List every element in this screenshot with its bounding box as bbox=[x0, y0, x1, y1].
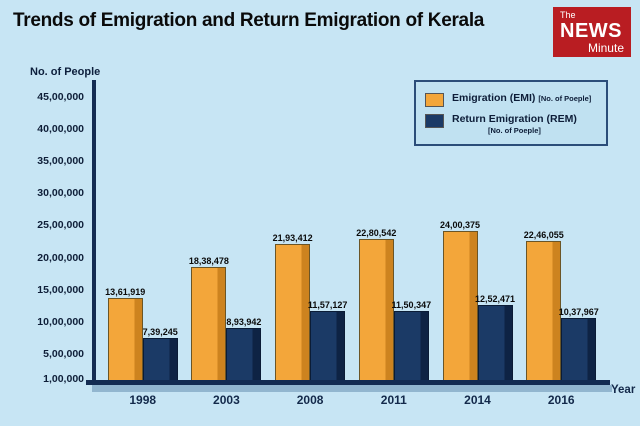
bar-value-label: 10,37,967 bbox=[558, 307, 599, 318]
emi-bar-2011: 22,80,542 bbox=[356, 228, 396, 385]
rem-bar-2011: 11,50,347 bbox=[392, 300, 431, 385]
y-axis-title: No. of People bbox=[30, 66, 101, 78]
bar-value-label: 7,39,245 bbox=[142, 326, 178, 337]
bar-value-label: 11,50,347 bbox=[391, 300, 432, 311]
legend-rem-note: [No. of Poeple] bbox=[487, 126, 541, 136]
bar-group-2003: 18,38,478 8,93,942 bbox=[189, 256, 263, 385]
y-axis-line bbox=[92, 80, 96, 385]
legend-entry-emi: Emigration (EMI) [No. of Poeple] bbox=[425, 92, 597, 107]
logo-text-news: NEWS bbox=[560, 19, 622, 42]
y-tick: 10,00,000 bbox=[37, 315, 84, 328]
y-tick: 5,00,000 bbox=[43, 347, 84, 360]
bar-value-label: 12,52,471 bbox=[474, 293, 516, 304]
emi-bar-1998: 13,61,919 bbox=[105, 287, 145, 385]
chart-legend: Emigration (EMI) [No. of Poeple] Return … bbox=[414, 80, 608, 146]
bar-value-label: 21,93,412 bbox=[272, 233, 313, 244]
bar-value-label: 8,93,942 bbox=[226, 316, 262, 327]
y-tick: 45,00,000 bbox=[37, 91, 84, 103]
emi-bar-2014: 24,00,375 bbox=[440, 220, 480, 385]
bar-group-2008: 21,93,412 11,57,127 bbox=[273, 233, 347, 385]
legend-rem-name: Return Emigration (REM) bbox=[452, 113, 577, 125]
legend-swatch-rem-icon bbox=[425, 114, 444, 128]
legend-swatch-emi-icon bbox=[425, 93, 444, 107]
x-tick-2008: 2008 bbox=[296, 393, 324, 407]
y-tick: 15,00,000 bbox=[37, 283, 84, 296]
y-tick: 25,00,000 bbox=[37, 219, 84, 232]
bar-chart: No. of People 45,00,000 40,00,000 35,00,00… bbox=[0, 62, 640, 426]
y-tick: 20,00,000 bbox=[37, 251, 84, 264]
y-tick: 40,00,000 bbox=[37, 123, 84, 136]
bar-value-label: 13,61,919 bbox=[105, 286, 146, 297]
rem-bar-1998: 7,39,245 bbox=[143, 327, 178, 385]
page-title: Trends of Emigration and Return Emigrati… bbox=[13, 10, 485, 31]
y-axis-ticks: 45,00,000 40,00,000 35,00,000 30,00,000 25,0… bbox=[0, 91, 90, 385]
x-tick-1998: 1998 bbox=[129, 393, 157, 407]
rem-bar-2008: 11,57,127 bbox=[308, 300, 347, 385]
x-axis-title: Year bbox=[611, 384, 636, 396]
y-tick: 1,00,000 bbox=[43, 373, 84, 385]
bar-group-2014: 24,00,375 12,52,471 bbox=[440, 220, 515, 385]
legend-emi-name: Emigration (EMI) bbox=[452, 92, 536, 104]
legend-label-rem: Return Emigration (REM) [No. of Poeple] bbox=[452, 113, 577, 136]
emi-bar-2016: 22,46,055 bbox=[524, 230, 564, 385]
bar-value-label: 22,80,542 bbox=[356, 227, 397, 238]
y-tick: 35,00,000 bbox=[37, 155, 84, 168]
y-tick: 30,00,000 bbox=[37, 187, 84, 200]
bar-value-label: 22,46,055 bbox=[523, 229, 564, 240]
logo-text-minute: Minute bbox=[587, 40, 624, 55]
x-tick-2011: 2011 bbox=[380, 393, 407, 407]
rem-bar-2016: 10,37,967 bbox=[559, 307, 599, 385]
bar-value-label: 18,38,478 bbox=[188, 255, 229, 266]
bar-value-label: 11,57,127 bbox=[307, 299, 348, 310]
x-tick-2014: 2014 bbox=[464, 393, 491, 407]
x-tick-2003: 2003 bbox=[213, 393, 240, 407]
axis-floor-3d bbox=[92, 385, 612, 392]
legend-emi-note: [No. of Poeple] bbox=[538, 94, 592, 103]
x-axis-line bbox=[86, 380, 610, 385]
emi-bar-2008: 21,93,412 bbox=[273, 233, 313, 385]
legend-label-emi: Emigration (EMI) [No. of Poeple] bbox=[452, 92, 591, 105]
bar-group-2011: 22,80,542 11,50,347 bbox=[356, 228, 431, 385]
bar-group-1998: 13,61,919 7,39,245 bbox=[105, 287, 180, 385]
rem-bar-2003: 8,93,942 bbox=[226, 317, 261, 385]
news-minute-logo: The NEWS Minute bbox=[553, 7, 631, 57]
x-tick-2016: 2016 bbox=[547, 393, 575, 407]
rem-bar-2014: 12,52,471 bbox=[475, 294, 515, 385]
bar-value-label: 24,00,375 bbox=[439, 219, 481, 230]
logo-text-the: The bbox=[560, 10, 576, 20]
plot: Emigration (EMI) [No. of Poeple] Return … bbox=[86, 80, 612, 392]
emi-bar-2003: 18,38,478 bbox=[189, 256, 229, 385]
bar-group-2016: 22,46,055 10,37,967 bbox=[524, 230, 599, 385]
x-axis-ticks: 1998 2003 2008 2011 2014 2016 bbox=[96, 393, 608, 407]
legend-entry-rem: Return Emigration (REM) [No. of Poeple] bbox=[425, 113, 597, 136]
plot-area: Emigration (EMI) [No. of Poeple] Return … bbox=[86, 80, 612, 392]
